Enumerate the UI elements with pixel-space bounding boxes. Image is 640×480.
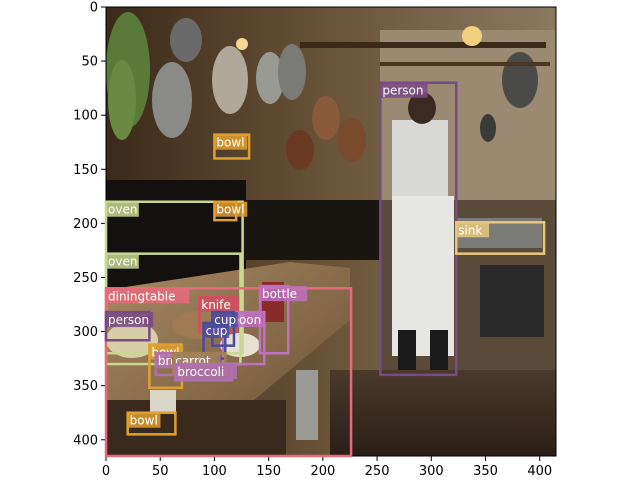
- detection-diningtable: diningtable: [104, 287, 353, 458]
- label-background: [214, 201, 248, 217]
- box-label: diningtable: [108, 289, 176, 303]
- box-label: cup: [214, 313, 236, 327]
- y-tick-label: 50: [81, 55, 98, 70]
- box-label: knife: [201, 298, 231, 312]
- box-label: oven: [108, 203, 137, 217]
- detection-person: person: [104, 310, 154, 342]
- x-tick-label: 350: [473, 464, 498, 479]
- label-background: [106, 312, 154, 328]
- detection-broccoli: broccoli: [174, 362, 237, 382]
- y-tick-label: 200: [73, 217, 98, 232]
- bounding-box: [454, 221, 546, 255]
- box-label: person: [382, 84, 423, 98]
- label-background: [456, 222, 490, 238]
- box-label: bottle: [262, 287, 297, 301]
- y-tick-label: 100: [73, 109, 98, 124]
- label-background: [199, 296, 240, 312]
- box-label: bowl: [216, 203, 244, 217]
- kitchen-photo: [106, 7, 556, 456]
- detection-overlay: person sink bowl oven bowl oven diningtable kni…: [104, 81, 546, 458]
- box-label: sink: [458, 223, 482, 237]
- x-tick-label: 250: [365, 464, 390, 479]
- label-background: [212, 312, 238, 328]
- label-background: [175, 364, 237, 380]
- x-tick-label: 400: [527, 464, 552, 479]
- y-tick-label: 150: [73, 163, 98, 178]
- bounding-box: [104, 287, 353, 458]
- label-background: [127, 412, 161, 428]
- detection-bowl: bowl: [213, 200, 248, 222]
- label-background: [106, 288, 190, 304]
- label-background: [106, 253, 139, 269]
- box-label: broccoli: [177, 365, 224, 379]
- y-tick-label: 250: [73, 271, 98, 286]
- x-tick-label: 50: [152, 464, 169, 479]
- label-background: [106, 201, 139, 217]
- detection-sink: sink: [454, 221, 546, 255]
- x-axis: 0 50 100 150 200 250 300 350 400: [102, 456, 552, 479]
- detection-bowl: bowl: [126, 411, 177, 436]
- box-label: bowl: [130, 414, 158, 428]
- x-tick-label: 200: [310, 464, 335, 479]
- label-background: [214, 134, 248, 150]
- detection-bottle: bottle: [258, 284, 308, 355]
- x-tick-label: 150: [256, 464, 281, 479]
- x-tick-label: 0: [102, 464, 110, 479]
- y-tick-label: 0: [90, 1, 98, 16]
- box-label: person: [108, 313, 149, 327]
- detection-cup: cup: [211, 310, 238, 347]
- y-axis: 0 50 100 150 200 250 300 350 400: [73, 1, 106, 448]
- y-tick-label: 350: [73, 379, 98, 394]
- label-background: [259, 286, 308, 302]
- label-background: [380, 82, 428, 98]
- y-tick-label: 300: [73, 325, 98, 340]
- y-tick-label: 400: [73, 433, 98, 448]
- x-tick-label: 300: [419, 464, 444, 479]
- x-tick-label: 100: [202, 464, 227, 479]
- box-label: oven: [108, 255, 137, 269]
- box-label: bowl: [216, 136, 244, 150]
- detection-bowl: bowl: [213, 133, 251, 160]
